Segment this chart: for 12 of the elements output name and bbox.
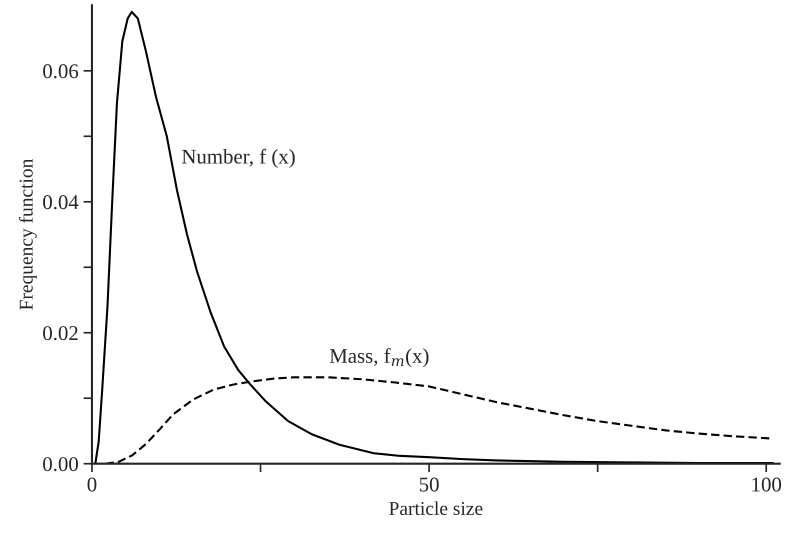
y-axis-title: Frequency function: [18, 158, 37, 310]
x-tick-label: 0: [88, 478, 96, 492]
line-series: [94, 10, 774, 464]
x-axis-title: Particle size: [389, 501, 482, 516]
y-tick-label: 0.06: [43, 64, 78, 78]
text: 0.00: [43, 457, 78, 472]
y-tick-label: 0.04: [43, 195, 78, 210]
x-tick-label: 100: [752, 478, 782, 492]
y-tick-label: 0.02: [43, 326, 78, 340]
x-tick-label: 50: [420, 478, 439, 492]
annotation: Number, f (x): [182, 148, 295, 168]
annotation: Mass, f$_{m}$(x): [330, 348, 429, 368]
